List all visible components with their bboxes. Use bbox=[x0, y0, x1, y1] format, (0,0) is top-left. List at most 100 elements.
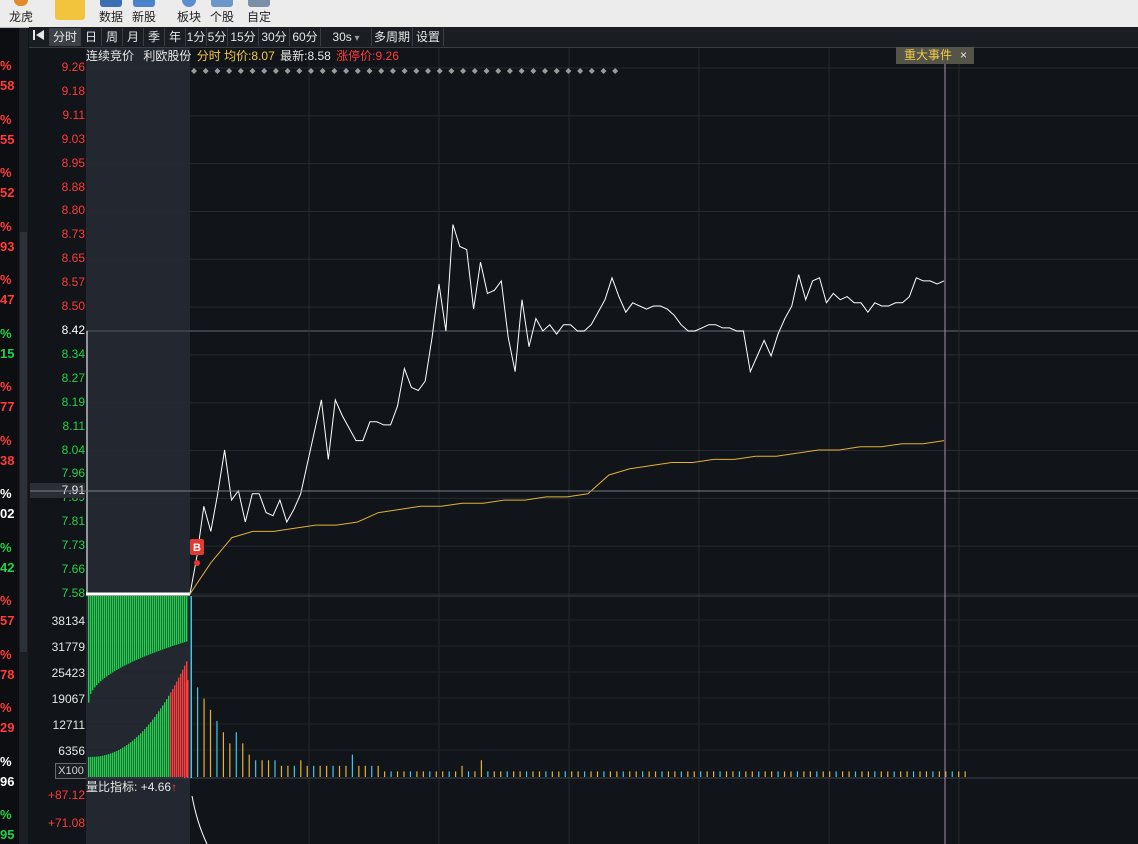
list-change-value[interactable]: 77 bbox=[0, 399, 15, 414]
list-change-value[interactable]: 95 bbox=[0, 827, 15, 842]
price-tick-label: 7.96 bbox=[61, 466, 85, 481]
volume-bar bbox=[816, 771, 818, 777]
volume-bar bbox=[377, 765, 379, 777]
toolbar-button-stock[interactable]: 个股 bbox=[205, 0, 239, 27]
list-change-value[interactable]: 02 bbox=[0, 506, 15, 521]
premarket-volume-bar bbox=[126, 745, 128, 777]
intraday-chart[interactable]: B bbox=[29, 48, 1138, 844]
premarket-volume-bar bbox=[104, 755, 106, 777]
period-tab-2[interactable]: 周 bbox=[102, 28, 123, 46]
toolbar-button-custom[interactable]: 自定 bbox=[242, 0, 276, 27]
event-marker-diamond bbox=[542, 68, 548, 74]
event-marker-diamond bbox=[530, 68, 537, 74]
premarket-volume-bar bbox=[186, 661, 188, 777]
period-tab-3[interactable]: 月 bbox=[123, 28, 144, 46]
list-change-pct[interactable]: % bbox=[0, 379, 12, 394]
volume-bar bbox=[474, 771, 476, 777]
list-change-pct[interactable]: % bbox=[0, 753, 12, 769]
period-tab-4[interactable]: 季 bbox=[144, 28, 165, 46]
list-change-value[interactable]: 57 bbox=[0, 613, 15, 628]
volume-bar bbox=[951, 771, 953, 777]
period-tab-0[interactable]: 分时 bbox=[50, 28, 81, 46]
period-tab-8[interactable]: 15分 bbox=[228, 28, 259, 46]
price-tick-label: 8.27 bbox=[61, 370, 85, 385]
list-change-value[interactable]: 42 bbox=[0, 559, 15, 575]
period-tab-7[interactable]: 5分 bbox=[207, 28, 228, 46]
premarket-volume-bar bbox=[146, 726, 148, 777]
event-marker-diamond bbox=[343, 68, 350, 74]
list-change-pct[interactable]: % bbox=[0, 58, 12, 73]
volume-bar bbox=[197, 687, 199, 777]
volume-bar bbox=[358, 765, 360, 777]
price-axis: 9.26 9.18 9.11 9.03 8.95 8.88 8.80 8.73 8.65 8.57… bbox=[29, 48, 85, 844]
volume-bar bbox=[874, 771, 876, 777]
list-change-pct[interactable]: % bbox=[0, 486, 12, 501]
list-change-value[interactable]: 15 bbox=[0, 345, 15, 361]
premarket-volume-bar bbox=[130, 596, 132, 663]
list-change-value[interactable]: 38 bbox=[0, 452, 15, 468]
list-change-pct[interactable]: % bbox=[0, 593, 12, 608]
list-change-value[interactable]: 47 bbox=[0, 292, 15, 307]
toolbar-button-ipo[interactable]: 新股 bbox=[127, 0, 161, 27]
list-change-pct[interactable]: % bbox=[0, 432, 12, 448]
period-tab-1[interactable]: 日 bbox=[81, 28, 102, 46]
premarket-volume-bar bbox=[134, 738, 136, 777]
premarket-volume-bar bbox=[158, 711, 160, 777]
toolbar-label: 数据 bbox=[98, 10, 123, 24]
period-tab-11[interactable]: 30s ▾ bbox=[321, 28, 372, 46]
back-arrow-button[interactable] bbox=[52, 0, 88, 22]
premarket-volume-bar bbox=[162, 596, 164, 650]
premarket-volume-bar bbox=[156, 714, 158, 777]
list-change-pct[interactable]: % bbox=[0, 700, 12, 715]
volume-bar bbox=[887, 771, 889, 777]
collapse-panel-button[interactable] bbox=[29, 28, 50, 46]
premarket-volume-bar bbox=[138, 735, 140, 777]
list-change-value[interactable]: 96 bbox=[0, 773, 15, 789]
volume-tick-label: 19067 bbox=[51, 692, 85, 706]
list-change-pct[interactable]: % bbox=[0, 807, 12, 822]
premarket-volume-bar bbox=[174, 596, 176, 646]
list-change-value[interactable]: 55 bbox=[0, 131, 15, 147]
volume-bar bbox=[880, 771, 882, 777]
list-change-pct[interactable]: % bbox=[0, 111, 12, 127]
list-change-pct[interactable]: % bbox=[0, 539, 12, 555]
list-change-value[interactable]: 52 bbox=[0, 185, 15, 200]
period-tab-12[interactable]: 多周期 bbox=[372, 28, 413, 46]
list-change-value[interactable]: 93 bbox=[0, 238, 15, 254]
premarket-volume-bar bbox=[90, 756, 92, 777]
volume-bar bbox=[506, 771, 508, 777]
list-change-value[interactable]: 78 bbox=[0, 666, 15, 682]
list-change-pct[interactable]: % bbox=[0, 218, 12, 234]
premarket-volume-bar bbox=[110, 753, 112, 777]
toolbar-button-longhu[interactable]: 龙虎 bbox=[2, 0, 40, 27]
premarket-volume-bar bbox=[112, 752, 114, 777]
toolbar-button-sector[interactable]: 板块 bbox=[172, 0, 206, 27]
buy-marker-badge bbox=[190, 539, 204, 555]
scrollbar-thumb[interactable] bbox=[20, 232, 27, 652]
volume-bar bbox=[706, 771, 708, 777]
auction-status: 连续竞价 bbox=[86, 49, 135, 63]
list-change-pct[interactable]: % bbox=[0, 646, 12, 662]
period-tab-6[interactable]: 1分 bbox=[186, 28, 207, 46]
period-tab-10[interactable]: 60分 bbox=[290, 28, 321, 46]
toolbar-button-data[interactable]: 数据 bbox=[94, 0, 128, 27]
list-change-value[interactable]: 29 bbox=[0, 720, 15, 735]
volume-bar bbox=[906, 771, 908, 777]
period-tab-9[interactable]: 30分 bbox=[259, 28, 290, 46]
major-event-tag[interactable]: 重大事件 × bbox=[896, 47, 974, 64]
list-change-pct[interactable]: % bbox=[0, 325, 12, 341]
volume-bar bbox=[738, 771, 740, 777]
premarket-volume-bar bbox=[88, 757, 90, 777]
volume-bar bbox=[803, 771, 805, 777]
close-icon[interactable]: × bbox=[960, 48, 968, 62]
list-change-pct[interactable]: % bbox=[0, 165, 12, 180]
period-tab-13[interactable]: 设置 bbox=[413, 28, 444, 46]
volume-bar bbox=[513, 771, 515, 777]
period-tab-5[interactable]: 年 bbox=[165, 28, 186, 46]
volume-bar bbox=[577, 771, 579, 777]
premarket-volume-bar bbox=[142, 731, 144, 777]
list-change-pct[interactable]: % bbox=[0, 272, 12, 287]
price-tick-label: 7.58 bbox=[61, 586, 85, 600]
list-change-value[interactable]: 58 bbox=[0, 78, 15, 93]
premarket-volume-bar bbox=[128, 743, 130, 777]
